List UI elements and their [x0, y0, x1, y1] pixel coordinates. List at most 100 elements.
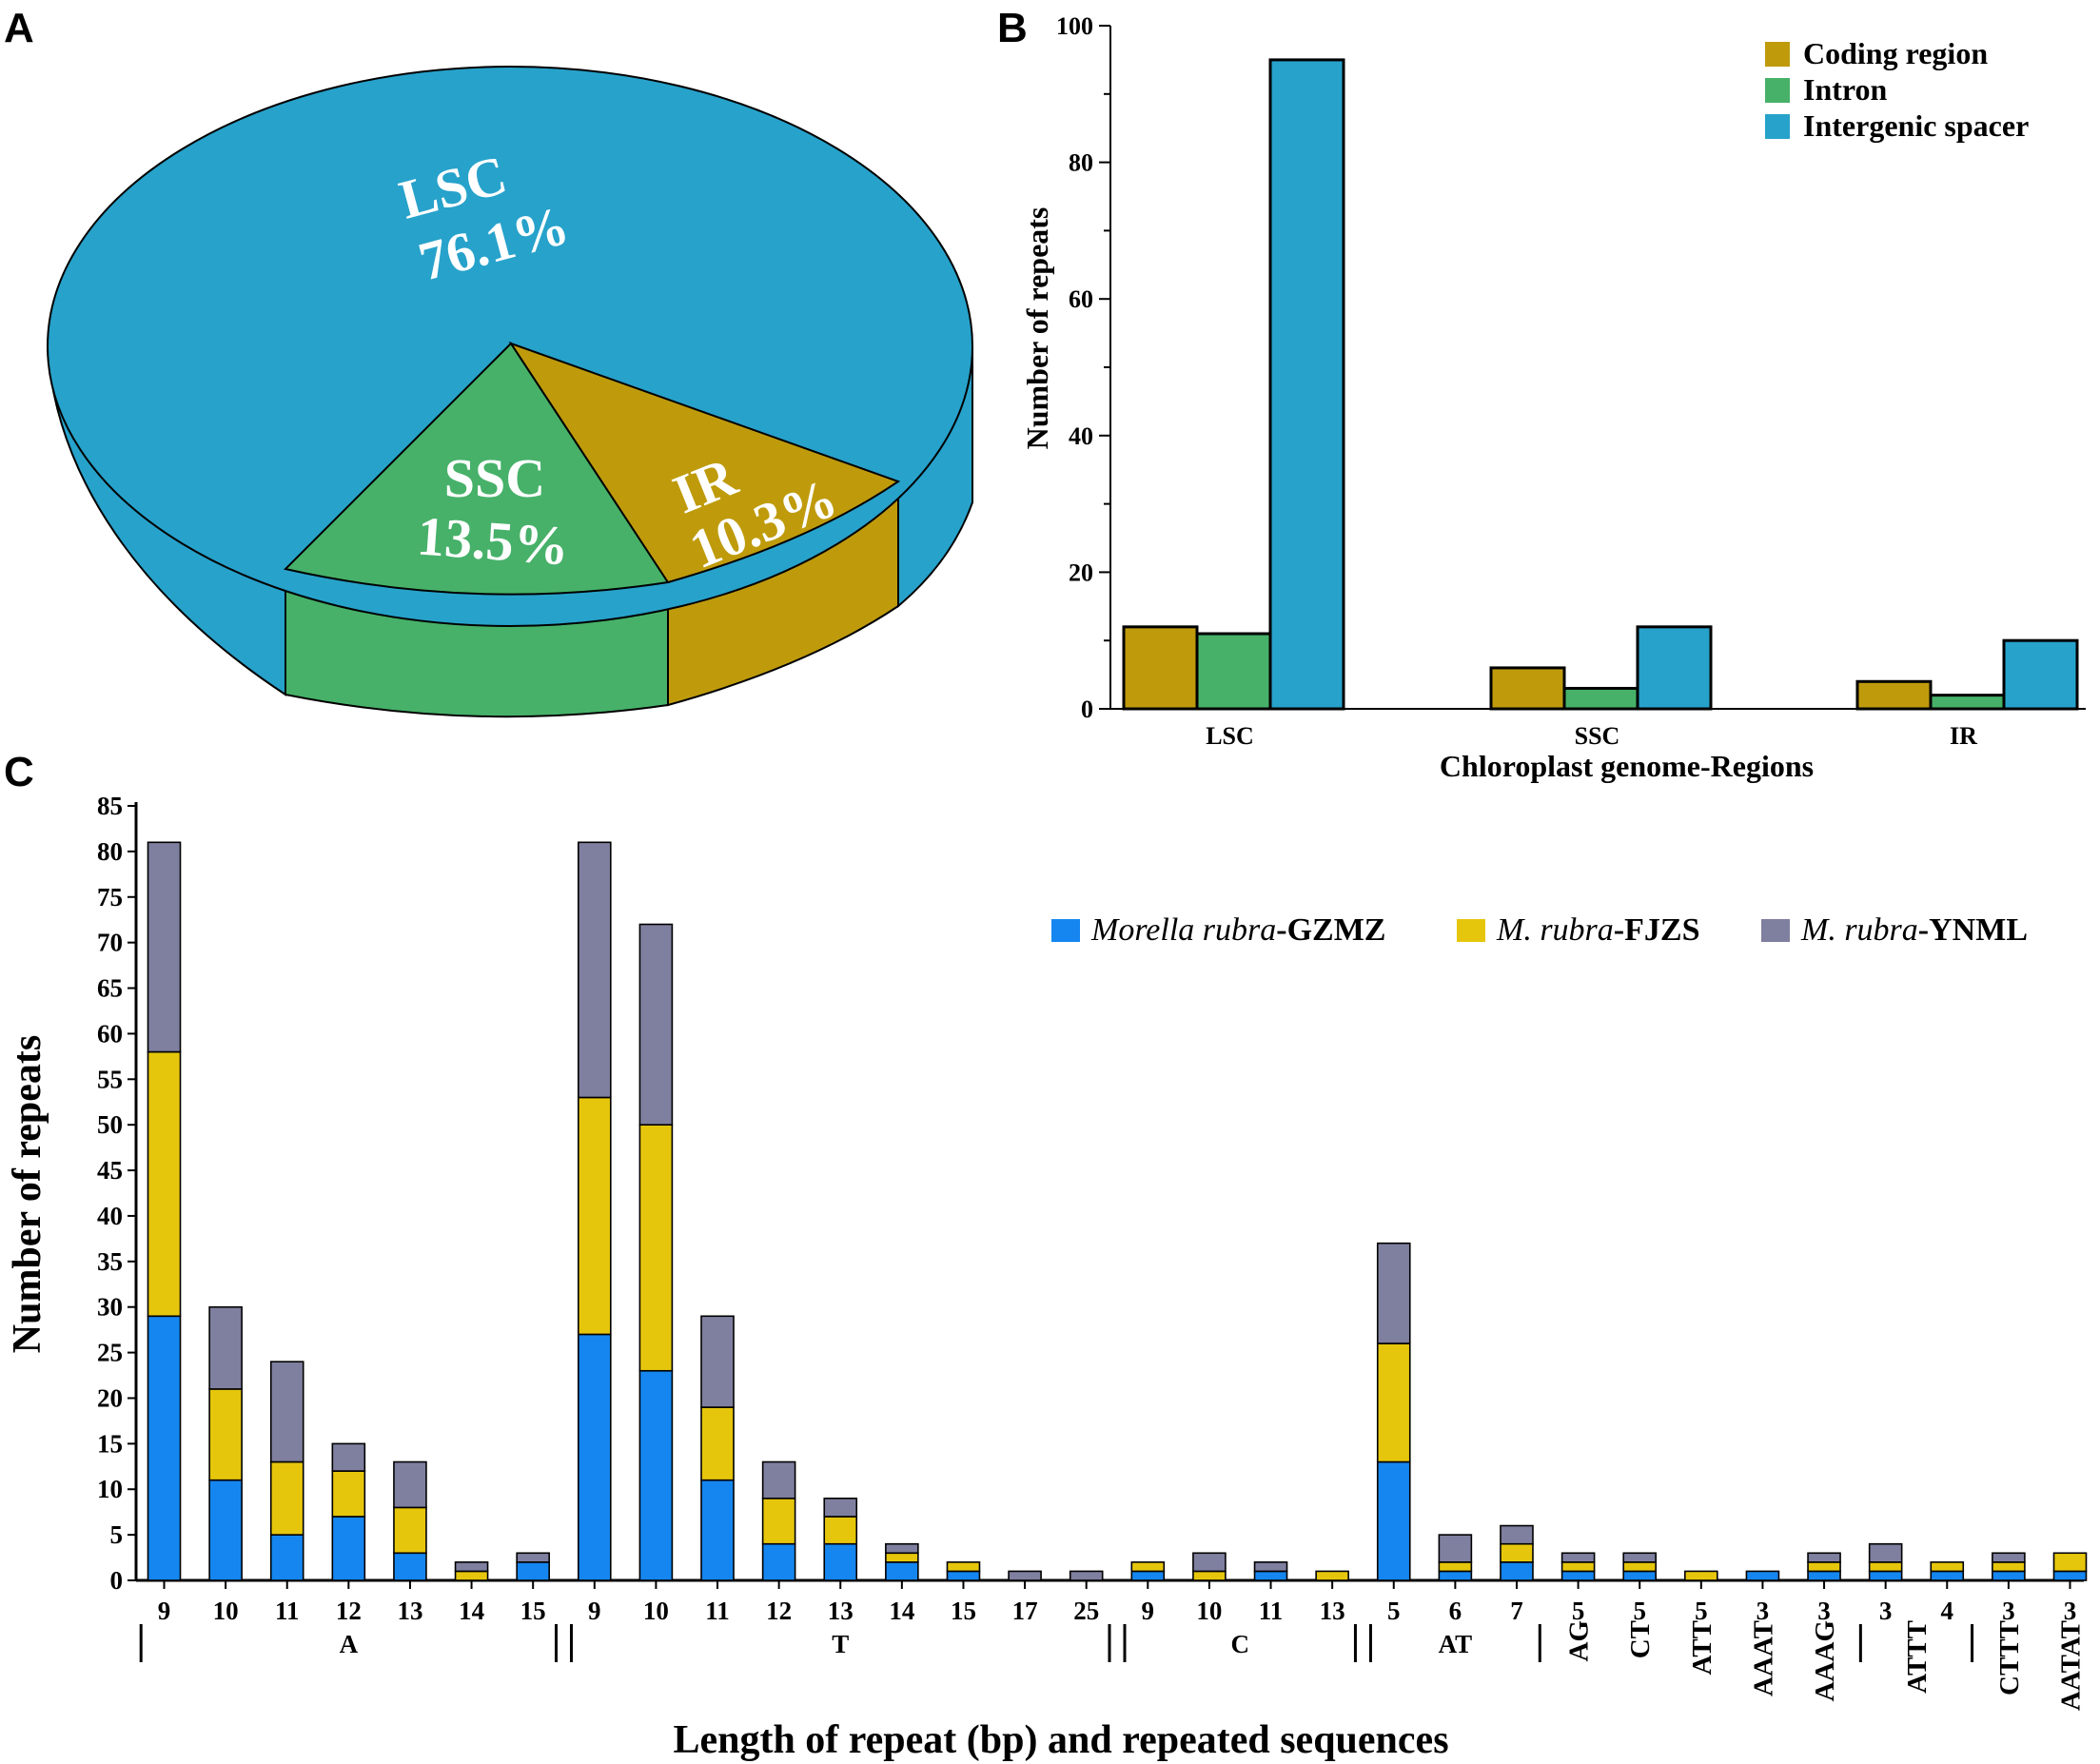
- c-x-tick-label: 9: [158, 1597, 171, 1625]
- c-bar-segment: [1992, 1561, 2026, 1573]
- b-x-tick-label: SSC: [1575, 722, 1620, 750]
- c-bar-segment: [1992, 1570, 2026, 1581]
- c-bar-segment: [700, 1315, 735, 1408]
- c-group-label: T: [832, 1630, 849, 1658]
- pie-chart: LSC 76.1% SSC 13.5% IR 10.3%: [47, 66, 973, 718]
- c-bar-segment: [2052, 1570, 2088, 1581]
- b-y-tick-label: 80: [1069, 149, 1093, 177]
- c-bar-segment: [1438, 1561, 1473, 1573]
- c-bar-segment: [1992, 1552, 2026, 1563]
- c-sequence-label: CTTT: [1994, 1620, 2025, 1695]
- c-x-tick-label: 9: [588, 1597, 601, 1625]
- b-bar: [1636, 625, 1713, 711]
- c-group-label: C: [1230, 1630, 1249, 1658]
- c-bar-segment: [885, 1552, 919, 1563]
- c-x-tick-label: 7: [1510, 1597, 1523, 1625]
- c-x-tick-label: 3: [2002, 1597, 2015, 1625]
- c-bar-segment: [269, 1361, 304, 1463]
- c-bar-segment: [1192, 1552, 1227, 1573]
- c-bar-segment: [454, 1561, 489, 1573]
- c-bar-segment: [1684, 1570, 1718, 1581]
- c-bar-segment: [1560, 1552, 1596, 1563]
- c-bar-segment: [700, 1406, 735, 1481]
- c-x-tick-label: 12: [766, 1597, 792, 1625]
- b-y-tick-label: 20: [1069, 559, 1093, 586]
- c-x-tick-label: 5: [1695, 1597, 1708, 1625]
- c-x-tick-label: 25: [1073, 1597, 1099, 1625]
- b-bar: [1195, 632, 1272, 711]
- c-y-tick-label: 0: [110, 1566, 124, 1595]
- c-bar-segment: [638, 923, 674, 1126]
- c-bar-segment: [147, 1050, 182, 1318]
- c-x-tick-label: 3: [1757, 1597, 1770, 1625]
- c-sequence-label: AG: [1564, 1620, 1595, 1662]
- c-bar-segment: [577, 1333, 612, 1581]
- c-y-tick-label: 50: [97, 1110, 123, 1139]
- c-legend-swatch: [1761, 919, 1790, 942]
- c-x-tick-label: 10: [213, 1597, 239, 1625]
- c-y-tick-label: 25: [97, 1339, 123, 1367]
- c-bar-segment: [1745, 1570, 1780, 1581]
- c-group-label: A: [340, 1630, 359, 1658]
- c-bar-segment: [1868, 1570, 1903, 1581]
- c-bar-segment: [1438, 1534, 1473, 1563]
- c-x-tick-label: 4: [1941, 1597, 1954, 1625]
- c-sequence-label: AAAT: [1748, 1620, 1778, 1696]
- c-sequence-label: ATT: [1687, 1620, 1717, 1675]
- b-bar: [1855, 679, 1933, 711]
- b-x-tick-label: LSC: [1206, 722, 1254, 750]
- pie-top-ir: [508, 342, 901, 584]
- c-bar-segment: [393, 1506, 427, 1555]
- c-bar-segment: [1930, 1561, 1965, 1573]
- c-bar-segment: [1130, 1561, 1166, 1573]
- c-bar-segment: [577, 1096, 612, 1336]
- c-bar-segment: [208, 1479, 243, 1581]
- c-legend-species: Morella rubra: [1090, 912, 1276, 948]
- c-bar-segment: [885, 1561, 919, 1581]
- c-x-tick-label: 9: [1142, 1597, 1155, 1625]
- c-group-label: AT: [1439, 1630, 1473, 1658]
- c-bar-segment: [1807, 1552, 1841, 1563]
- c-bar-segment: [1500, 1524, 1534, 1545]
- c-bar-segment: [823, 1542, 858, 1581]
- c-y-tick-label: 65: [97, 974, 123, 1003]
- b-bar: [1562, 686, 1639, 711]
- b-y-axis-title: Number of repeats: [1020, 207, 1054, 450]
- c-x-tick-label: 10: [643, 1597, 669, 1625]
- c-bar-segment: [638, 1369, 674, 1581]
- panel-a-letter: A: [4, 5, 34, 51]
- b-legend-label: Intergenic spacer: [1803, 108, 2029, 143]
- c-y-tick-label: 55: [97, 1065, 123, 1093]
- c-x-tick-label: 10: [1196, 1597, 1222, 1625]
- c-bar-segment: [1868, 1542, 1903, 1563]
- c-y-axis-title: Number of repeats: [6, 1035, 49, 1353]
- c-bar-segment: [1376, 1343, 1411, 1463]
- c-sequence-label: AATAT: [2056, 1620, 2087, 1711]
- c-x-tick-label: 11: [705, 1597, 730, 1625]
- c-legend-code: -YNML: [1918, 912, 2028, 948]
- b-legend-label: Intron: [1803, 72, 1888, 107]
- c-bar-segment: [1560, 1570, 1596, 1581]
- pie-label-ssc-value: 13.5%: [415, 504, 571, 577]
- c-x-tick-label: 3: [1879, 1597, 1893, 1625]
- b-y-tick-label: 40: [1069, 422, 1093, 450]
- b-bar: [2002, 638, 2079, 711]
- c-y-tick-label: 35: [97, 1247, 123, 1276]
- c-bar-segment: [1930, 1570, 1965, 1581]
- c-bar-segment: [454, 1570, 489, 1581]
- c-x-tick-label: 3: [2064, 1597, 2077, 1625]
- c-sequence-label: ATTT: [1902, 1620, 1933, 1694]
- c-y-tick-label: 60: [97, 1019, 123, 1048]
- b-y-tick-label: 100: [1056, 12, 1093, 40]
- c-y-tick-label: 20: [97, 1383, 123, 1412]
- c-legend-code: -FJZS: [1614, 912, 1700, 948]
- c-bar-segment: [1500, 1542, 1534, 1563]
- panel-c-letter: C: [4, 749, 34, 795]
- c-y-tick-label: 80: [97, 837, 123, 866]
- c-bar-segment: [269, 1460, 304, 1536]
- c-x-tick-label: 14: [889, 1597, 914, 1625]
- c-x-tick-label: 15: [951, 1597, 976, 1625]
- panel-b-letter: B: [997, 5, 1028, 51]
